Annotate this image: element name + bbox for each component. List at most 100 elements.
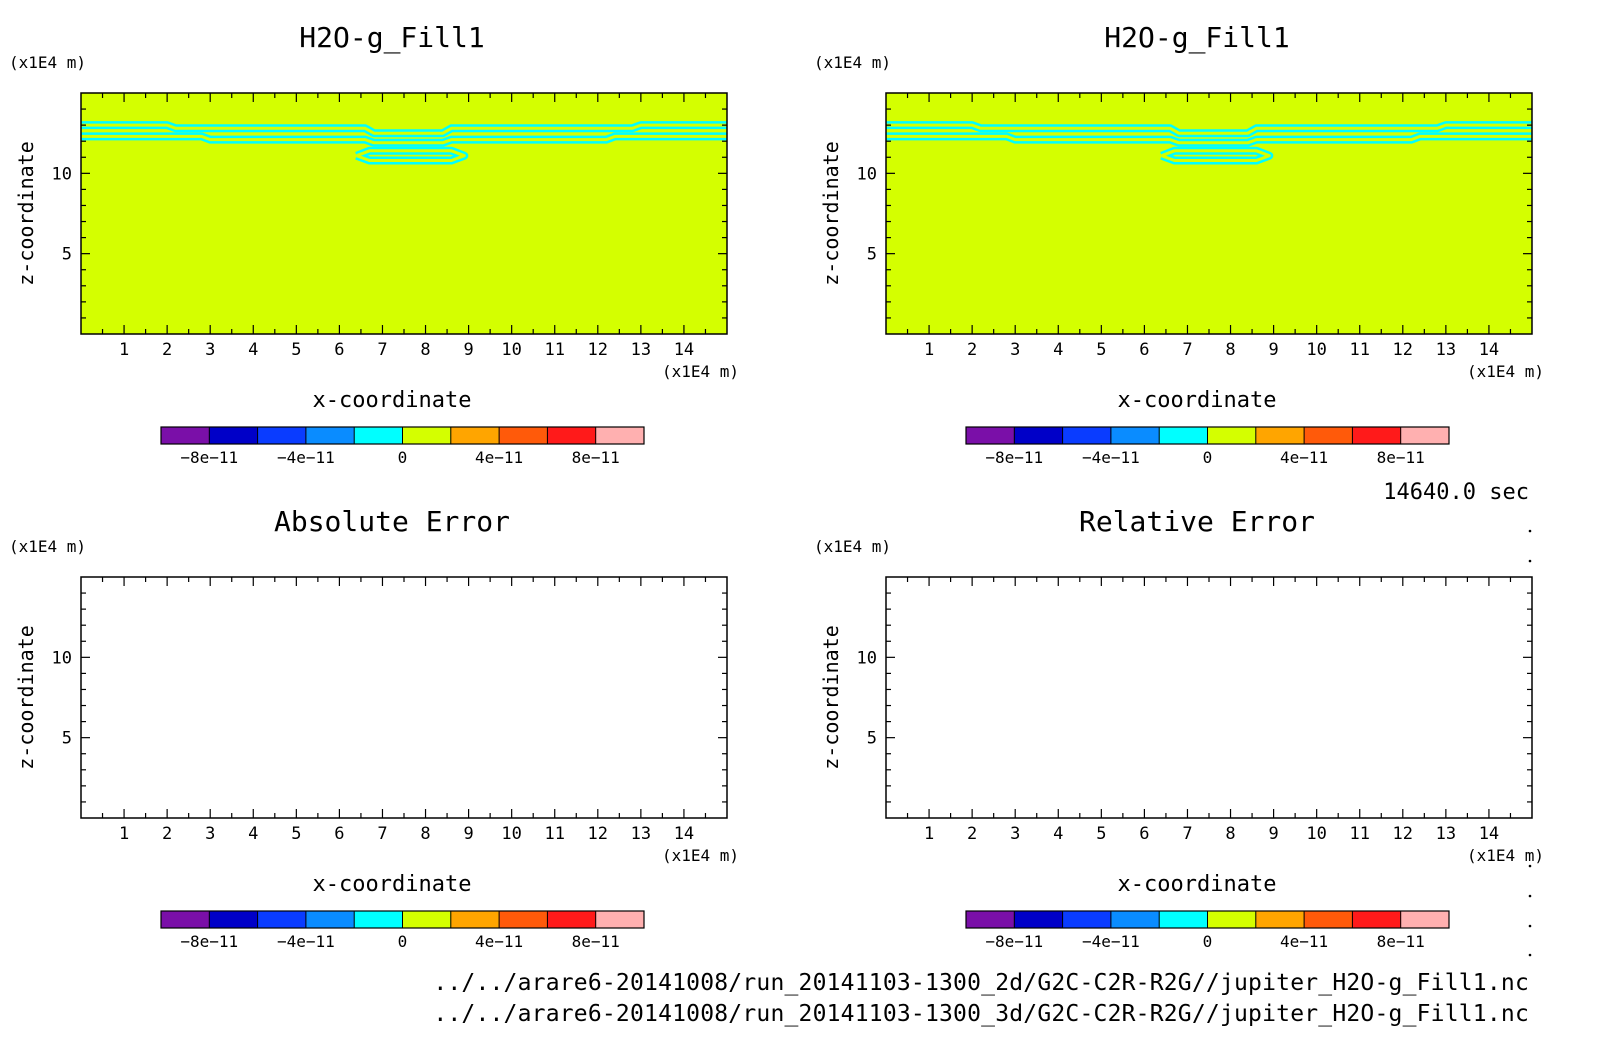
panel4-xtick-label: 5 (1096, 824, 1106, 844)
panel4-title: Relative Error (1079, 505, 1315, 538)
panel4-ytick-label: 10 (857, 648, 877, 668)
panel4-xtick-label: 4 (1053, 824, 1063, 844)
panel1-colorbar-swatch (402, 427, 452, 444)
panel2-colorbar-swatch (966, 427, 1015, 444)
panel1-ylabel: z-coordinate (14, 141, 38, 286)
panel4-colorbar-swatch (1014, 911, 1063, 928)
panel1-contour-1-core (81, 123, 727, 135)
panel2-title: H2O-g_Fill1 (1104, 21, 1289, 55)
panel1-colorbar-label: 8e−11 (572, 448, 620, 467)
panel4-x-unit: (x1E4 m) (1467, 846, 1544, 865)
panel4-y-unit: (x1E4 m) (814, 537, 891, 556)
panel4-colorbar-label: 4e−11 (1280, 932, 1328, 951)
panel2-contour-2-core (886, 134, 1532, 145)
panel1-xtick-label: 11 (544, 340, 564, 360)
panel1-colorbar-swatch (257, 427, 307, 444)
panel2-colorbar-label: 8e−11 (1377, 448, 1425, 467)
panel4-xtick-label: 3 (1010, 824, 1020, 844)
panel4-colorbar-label: −4e−11 (1082, 932, 1140, 951)
panel3-colorbar-swatch (161, 911, 210, 928)
edge-dot (1528, 924, 1532, 928)
panel1-xtick-label: 2 (162, 340, 172, 360)
panel1-xtick-label: 7 (377, 340, 387, 360)
panel2-colorbar-label: 0 (1203, 448, 1213, 467)
panel1-xtick-label: 4 (248, 340, 258, 360)
panel2-xtick-label: 4 (1053, 340, 1063, 360)
panel3-plot-area (81, 577, 727, 818)
panel1-xtick-label: 3 (205, 340, 215, 360)
panel2-contour-1-core (886, 123, 1532, 135)
panel1-xtick-label: 14 (674, 340, 694, 360)
panel3-colorbar-label: −8e−11 (180, 932, 238, 951)
panel4-colorbar-label: 8e−11 (1377, 932, 1425, 951)
panel3-colorbar-label: 8e−11 (572, 932, 620, 951)
panel3-xtick-label: 14 (674, 824, 694, 844)
panel4-xtick-label: 6 (1139, 824, 1149, 844)
panel4-colorbar-swatch (1304, 911, 1353, 928)
panel1-colorbar-swatch (354, 427, 403, 444)
panel2-xtick-label: 11 (1349, 340, 1369, 360)
panel2-xtick-label: 2 (967, 340, 977, 360)
panel2-colorbar-swatch (1014, 427, 1063, 444)
panel2-xtick-label: 10 (1306, 340, 1326, 360)
panel1-colorbar-label: −4e−11 (277, 448, 335, 467)
panel3-ytick-label: 5 (62, 729, 72, 749)
panel4-xtick-label: 9 (1268, 824, 1278, 844)
panel1-colorbar-swatch (499, 427, 548, 444)
panel1-x-unit: (x1E4 m) (662, 362, 739, 381)
panel4-colorbar-swatch (1110, 911, 1160, 928)
panel3-xlabel: x-coordinate (313, 872, 472, 897)
panel4-colorbar-swatch (1400, 911, 1450, 928)
panel2-xtick-label: 12 (1393, 340, 1413, 360)
panel3-xtick-label: 13 (631, 824, 651, 844)
panel3-title: Absolute Error (274, 505, 510, 538)
edge-dot (1528, 894, 1532, 898)
panel3-xtick-label: 2 (162, 824, 172, 844)
edge-dot (1528, 953, 1532, 957)
panel3-colorbar-swatch (305, 911, 355, 928)
panel2-xtick-label: 13 (1436, 340, 1456, 360)
panel3-y-unit: (x1E4 m) (9, 537, 86, 556)
panel3-x-unit: (x1E4 m) (662, 846, 739, 865)
panel1-ytick-label: 10 (52, 164, 72, 184)
panel3-xtick-label: 9 (463, 824, 473, 844)
panel4-xtick-label: 10 (1306, 824, 1326, 844)
panel3-xtick-label: 3 (205, 824, 215, 844)
panel3-colorbar-label: 0 (398, 932, 408, 951)
panel3-xtick-label: 4 (248, 824, 258, 844)
panel3-xtick-label: 7 (377, 824, 387, 844)
panel1-colorbar-swatch (450, 427, 500, 444)
panel2-colorbar-label: −8e−11 (985, 448, 1043, 467)
panel3-colorbar-swatch (354, 911, 403, 928)
panel3-colorbar-swatch (499, 911, 548, 928)
panel1-xtick-label: 6 (334, 340, 344, 360)
panel2-colorbar-swatch (1400, 427, 1450, 444)
panel3-xtick-label: 10 (501, 824, 521, 844)
panel2-colorbar-swatch (1304, 427, 1353, 444)
time-label: 14640.0 sec (1383, 480, 1529, 505)
panel1-colorbar-swatch (547, 427, 596, 444)
panel3-xtick-label: 11 (544, 824, 564, 844)
panel4-colorbar-swatch (1207, 911, 1257, 928)
panel2-ytick-label: 10 (857, 164, 877, 184)
panel2-colorbar-swatch (1159, 427, 1208, 444)
panel3-ylabel: z-coordinate (14, 625, 38, 770)
panel3-colorbar-swatch (595, 911, 645, 928)
panel3-colorbar-swatch (450, 911, 500, 928)
panel1-ytick-label: 5 (62, 245, 72, 265)
panel2-xlabel: x-coordinate (1118, 388, 1277, 413)
edge-dot (1528, 864, 1532, 868)
panel3-xtick-label: 8 (420, 824, 430, 844)
panel4-colorbar-swatch (966, 911, 1015, 928)
panel1-colorbar-swatch (595, 427, 645, 444)
panel1-xlabel: x-coordinate (313, 388, 472, 413)
panel4-plot-area (886, 577, 1532, 818)
panel2-xtick-label: 7 (1182, 340, 1192, 360)
panel2-xtick-label: 3 (1010, 340, 1020, 360)
panel4-colorbar-swatch (1062, 911, 1112, 928)
panel1-colorbar-swatch (305, 427, 355, 444)
panel1-colorbar-swatch (209, 427, 258, 444)
panel3-colorbar-label: −4e−11 (277, 932, 335, 951)
panel4-xtick-label: 8 (1225, 824, 1235, 844)
